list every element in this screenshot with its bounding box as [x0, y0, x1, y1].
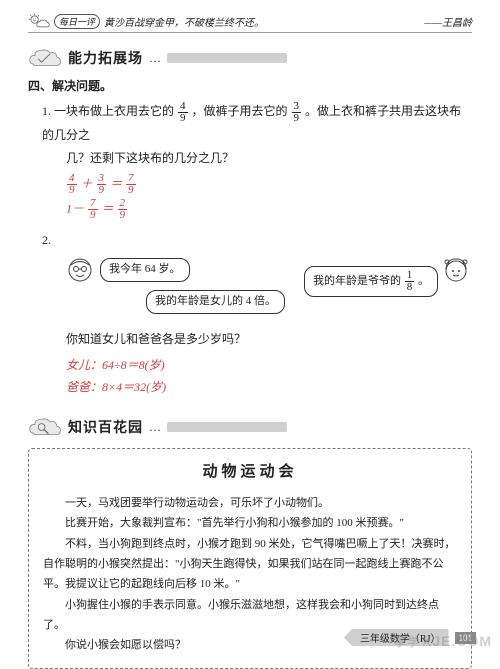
p2-answer: 女儿：64÷8＝8(岁) 爸爸：8×4＝32(岁) — [66, 355, 472, 398]
header-author: ——王昌龄 — [424, 14, 472, 29]
page-header: 每日一评 黄沙百战穿金甲，不破楼兰终不还。 ——王昌龄 — [28, 12, 472, 33]
p1-text-b: ，做裤子用去它的 — [192, 104, 288, 118]
story-p1: 一天，马戏团要举行动物运动会，可乐坏了小动物们。 — [43, 493, 457, 513]
heading-problems: 四、解决问题。 — [28, 77, 472, 94]
p2-question: 你知道女儿和爸爸各是多少岁吗？ — [66, 328, 472, 351]
section-garden-title: 知识百花园 — [68, 417, 143, 437]
problem-1: 1. 一块布做上衣用去它的 49 ，做裤子用去它的 39 。做上衣和裤子共用去这… — [42, 100, 472, 221]
problem-2: 2. 我今年 64 岁。 我的年龄是女儿的 4 倍。 我的年龄是爷爷的 18 。 — [42, 229, 472, 398]
p1-frac-2: 39 — [292, 101, 302, 124]
section-ability-heading: 能力拓展场 … — [28, 47, 472, 69]
p1-number: 1. — [42, 104, 51, 118]
grandpa-icon — [66, 256, 94, 284]
girl-icon — [442, 256, 470, 284]
p1-ans-row2: 1－ 79 ＝ 29 — [66, 198, 472, 221]
header-left: 每日一评 黄沙百战穿金甲，不破楼兰终不还。 — [28, 12, 264, 30]
story-p3: 不料，当小狗跑到终点时，小猴才跑到 90 米处，它气得嘴巴噘上了天！决赛时，自作… — [43, 534, 457, 595]
p1-ans-row1: 49 ＋ 39 ＝ 79 — [66, 173, 472, 196]
bubble-girl: 我的年龄是爷爷的 18 。 — [304, 266, 438, 297]
heading-grey-bar — [167, 53, 287, 63]
bubble-father: 我的年龄是女儿的 4 倍。 — [146, 290, 285, 313]
section-ability-title: 能力拓展场 — [68, 48, 143, 68]
p1-frac-1: 49 — [178, 101, 188, 124]
story-title: 动物运动会 — [43, 459, 457, 487]
daily-label: 每日一评 — [54, 14, 100, 29]
header-poem: 黄沙百战穿金甲，不破楼兰终不还。 — [104, 14, 264, 29]
watermark: 享学XJE.COM — [394, 633, 492, 650]
cloud-badge-icon — [28, 47, 62, 69]
heading-grey-bar-2 — [167, 422, 287, 432]
story-p2: 比赛开始，大象裁判宣布："首先举行小狗和小猴参加的 100 米预赛。" — [43, 513, 457, 533]
section-garden-dots: … — [149, 420, 161, 435]
sun-cloud-icon — [28, 12, 50, 30]
p2-ans1: 女儿：64÷8＝8(岁) — [66, 355, 472, 377]
section-garden-heading: 知识百花园 … — [28, 416, 472, 438]
p1-answer: 49 ＋ 39 ＝ 79 1－ 79 ＝ 29 — [66, 173, 472, 221]
p2-ans2: 爸爸：8×4＝32(岁) — [66, 377, 472, 399]
p1-line2: 几？还剩下这块布的几分之几？ — [66, 147, 472, 170]
bubble-grandpa: 我今年 64 岁。 — [100, 258, 190, 281]
cloud-badge-icon-2 — [28, 416, 62, 438]
p1-text-a: 一块布做上衣用去它的 — [54, 104, 174, 118]
section-ability-dots: … — [149, 51, 161, 66]
p2-number: 2. — [42, 233, 51, 247]
p2-dialogue: 我今年 64 岁。 我的年龄是女儿的 4 倍。 我的年龄是爷爷的 18 。 — [56, 252, 472, 328]
